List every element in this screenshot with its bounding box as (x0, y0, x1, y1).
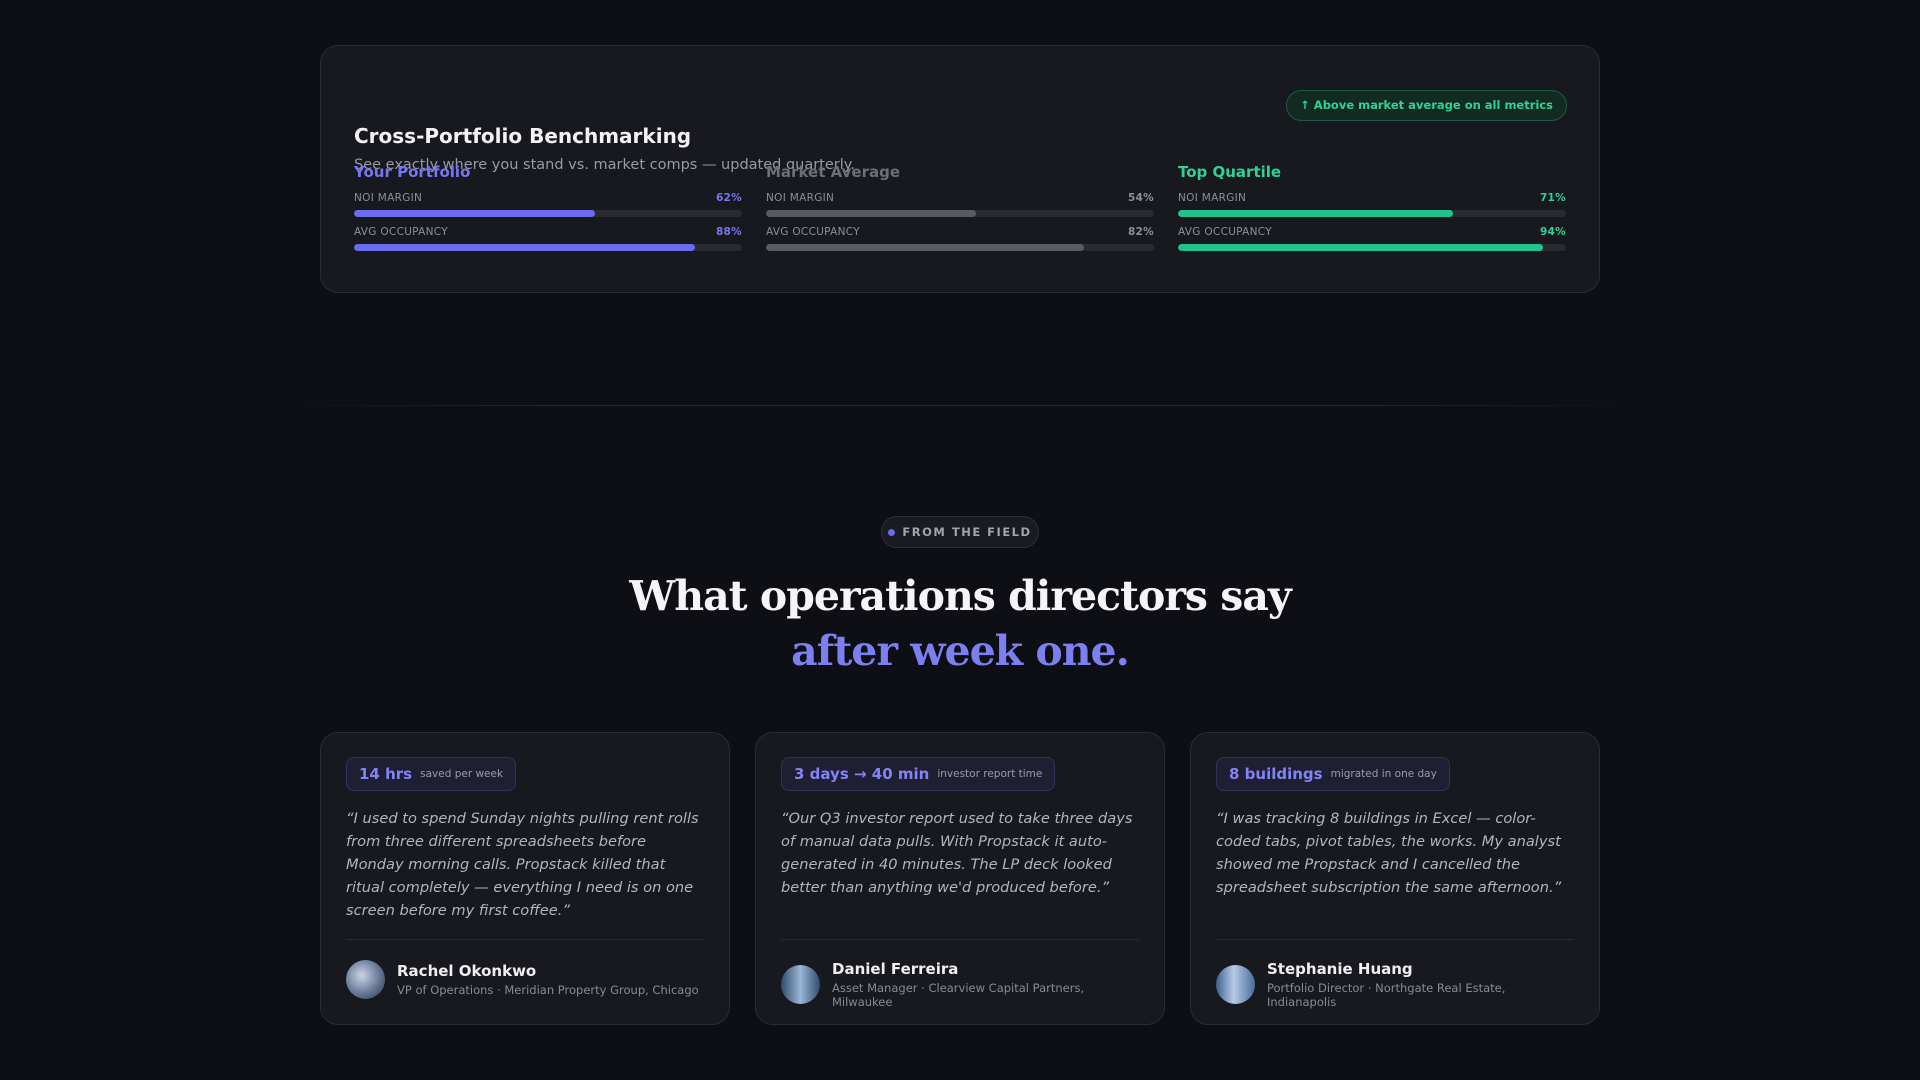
author-role: Portfolio Director · Northgate Real Esta… (1267, 981, 1506, 1009)
column-name: Top Quartile (1178, 163, 1282, 181)
column: Your Portfolio NOI MARGIN 62% AVG OCCUPANCY… (354, 163, 742, 251)
metric-label: AVG OCCUPANCY (766, 226, 860, 238)
author-name: Daniel Ferreira (832, 960, 959, 978)
metric-value: 62% (715, 192, 742, 204)
bar (766, 210, 976, 217)
author-text: Rachel Okonkwo VP of Operations · Meridia… (397, 962, 699, 997)
metric-row: AVG OCCUPANCY 88% (354, 226, 742, 238)
bar-track (354, 244, 742, 251)
bar-track (766, 210, 1154, 217)
metric-value: 54% (1127, 192, 1154, 204)
testimonial-cards: 14 hrs saved per week “I used to spend Sun… (320, 732, 1600, 1025)
section-badge: FROM THE FIELD (881, 516, 1039, 548)
bar (354, 244, 696, 251)
bar (766, 244, 1085, 251)
metric: NOI MARGIN 62% (354, 192, 742, 217)
author-role: VP of Operations · Meridian Property Gro… (397, 983, 699, 997)
author: Rachel Okonkwo VP of Operations · Meridia… (346, 939, 704, 999)
author: Daniel Ferreira Asset Manager · Clearview… (781, 939, 1139, 1009)
author-text: Daniel Ferreira Asset Manager · Clearview… (832, 960, 1139, 1009)
bar-track (1178, 244, 1566, 251)
testimonial-card: 8 buildings migrated in one day “I was tra… (1190, 732, 1600, 1025)
author: Stephanie Huang Portfolio Director · Nort… (1216, 939, 1574, 1009)
heading-accent: after week one. (791, 627, 1130, 675)
metric: AVG OCCUPANCY 94% (1178, 226, 1566, 251)
avatar (1216, 965, 1255, 1004)
columns: Your Portfolio NOI MARGIN 62% AVG OCCUPANCY… (354, 163, 1566, 251)
quote: “Our Q3 investor report used to take thr… (781, 810, 1133, 896)
card-title: Cross-Portfolio Benchmarking (354, 124, 692, 148)
bar-track (766, 244, 1154, 251)
divider (270, 405, 1650, 406)
metric: AVG OCCUPANCY 82% (766, 226, 1154, 251)
bar (354, 210, 595, 217)
bar (1178, 244, 1543, 251)
metric-row: NOI MARGIN 54% (766, 192, 1154, 204)
testimonial-card: 14 hrs saved per week “I used to spend Sun… (320, 732, 730, 1025)
metric-row: NOI MARGIN 71% (1178, 192, 1566, 204)
stat-label: migrated in one day (1330, 768, 1437, 780)
metric: AVG OCCUPANCY 88% (354, 226, 742, 251)
stat: 3 days → 40 min (794, 765, 930, 783)
metric-value: 82% (1127, 226, 1154, 238)
heading: What operations directors say (629, 572, 1292, 620)
stat: 14 hrs (359, 765, 413, 783)
column-name: Your Portfolio (354, 163, 471, 181)
stat: 8 buildings (1229, 765, 1323, 783)
stat-pill: 14 hrs saved per week (346, 757, 517, 791)
avatar (781, 965, 820, 1004)
benchmark-card: Cross-Portfolio Benchmarking See exactly… (320, 45, 1600, 293)
metric: NOI MARGIN 54% (766, 192, 1154, 217)
badge-text: FROM THE FIELD (902, 525, 1032, 539)
stat-label: saved per week (420, 768, 504, 780)
metric-label: NOI MARGIN (354, 192, 423, 204)
metric-row: AVG OCCUPANCY 94% (1178, 226, 1566, 238)
author-role: Asset Manager · Clearview Capital Partne… (832, 981, 1085, 1009)
metric-value: 88% (715, 226, 742, 238)
bar-track (354, 210, 742, 217)
quote: “I was tracking 8 buildings in Excel — c… (1216, 810, 1562, 896)
status-badge: ↑ Above market average on all metrics (1286, 90, 1567, 121)
column-name: Market Average (766, 163, 901, 181)
card-subtitle: See exactly where you stand vs. market c… (354, 157, 855, 173)
bar-track (1178, 210, 1566, 217)
metric-value: 94% (1539, 226, 1566, 238)
metric-label: NOI MARGIN (766, 192, 835, 204)
metric-row: AVG OCCUPANCY 82% (766, 226, 1154, 238)
quote: “I used to spend Sunday nights pulling r… (346, 810, 699, 919)
metric-label: AVG OCCUPANCY (354, 226, 448, 238)
metric-row: NOI MARGIN 62% (354, 192, 742, 204)
bar (1178, 210, 1454, 217)
author-name: Stephanie Huang (1267, 960, 1413, 978)
metric-label: NOI MARGIN (1178, 192, 1247, 204)
stat-pill: 8 buildings migrated in one day (1216, 757, 1450, 791)
stat-pill: 3 days → 40 min investor report time (781, 757, 1056, 791)
column: Market Average NOI MARGIN 54% AVG OCCUPANCY… (766, 163, 1154, 251)
column: Top Quartile NOI MARGIN 71% AVG OCCUPANCY 94… (1178, 163, 1566, 251)
avatar (346, 960, 385, 999)
metric-value: 71% (1539, 192, 1566, 204)
metric: NOI MARGIN 71% (1178, 192, 1566, 217)
stat-label: investor report time (937, 768, 1043, 780)
author-text: Stephanie Huang Portfolio Director · Nort… (1267, 960, 1574, 1009)
metric-label: AVG OCCUPANCY (1178, 226, 1272, 238)
author-name: Rachel Okonkwo (397, 962, 537, 980)
testimonial-card: 3 days → 40 min investor report time “Our … (755, 732, 1165, 1025)
